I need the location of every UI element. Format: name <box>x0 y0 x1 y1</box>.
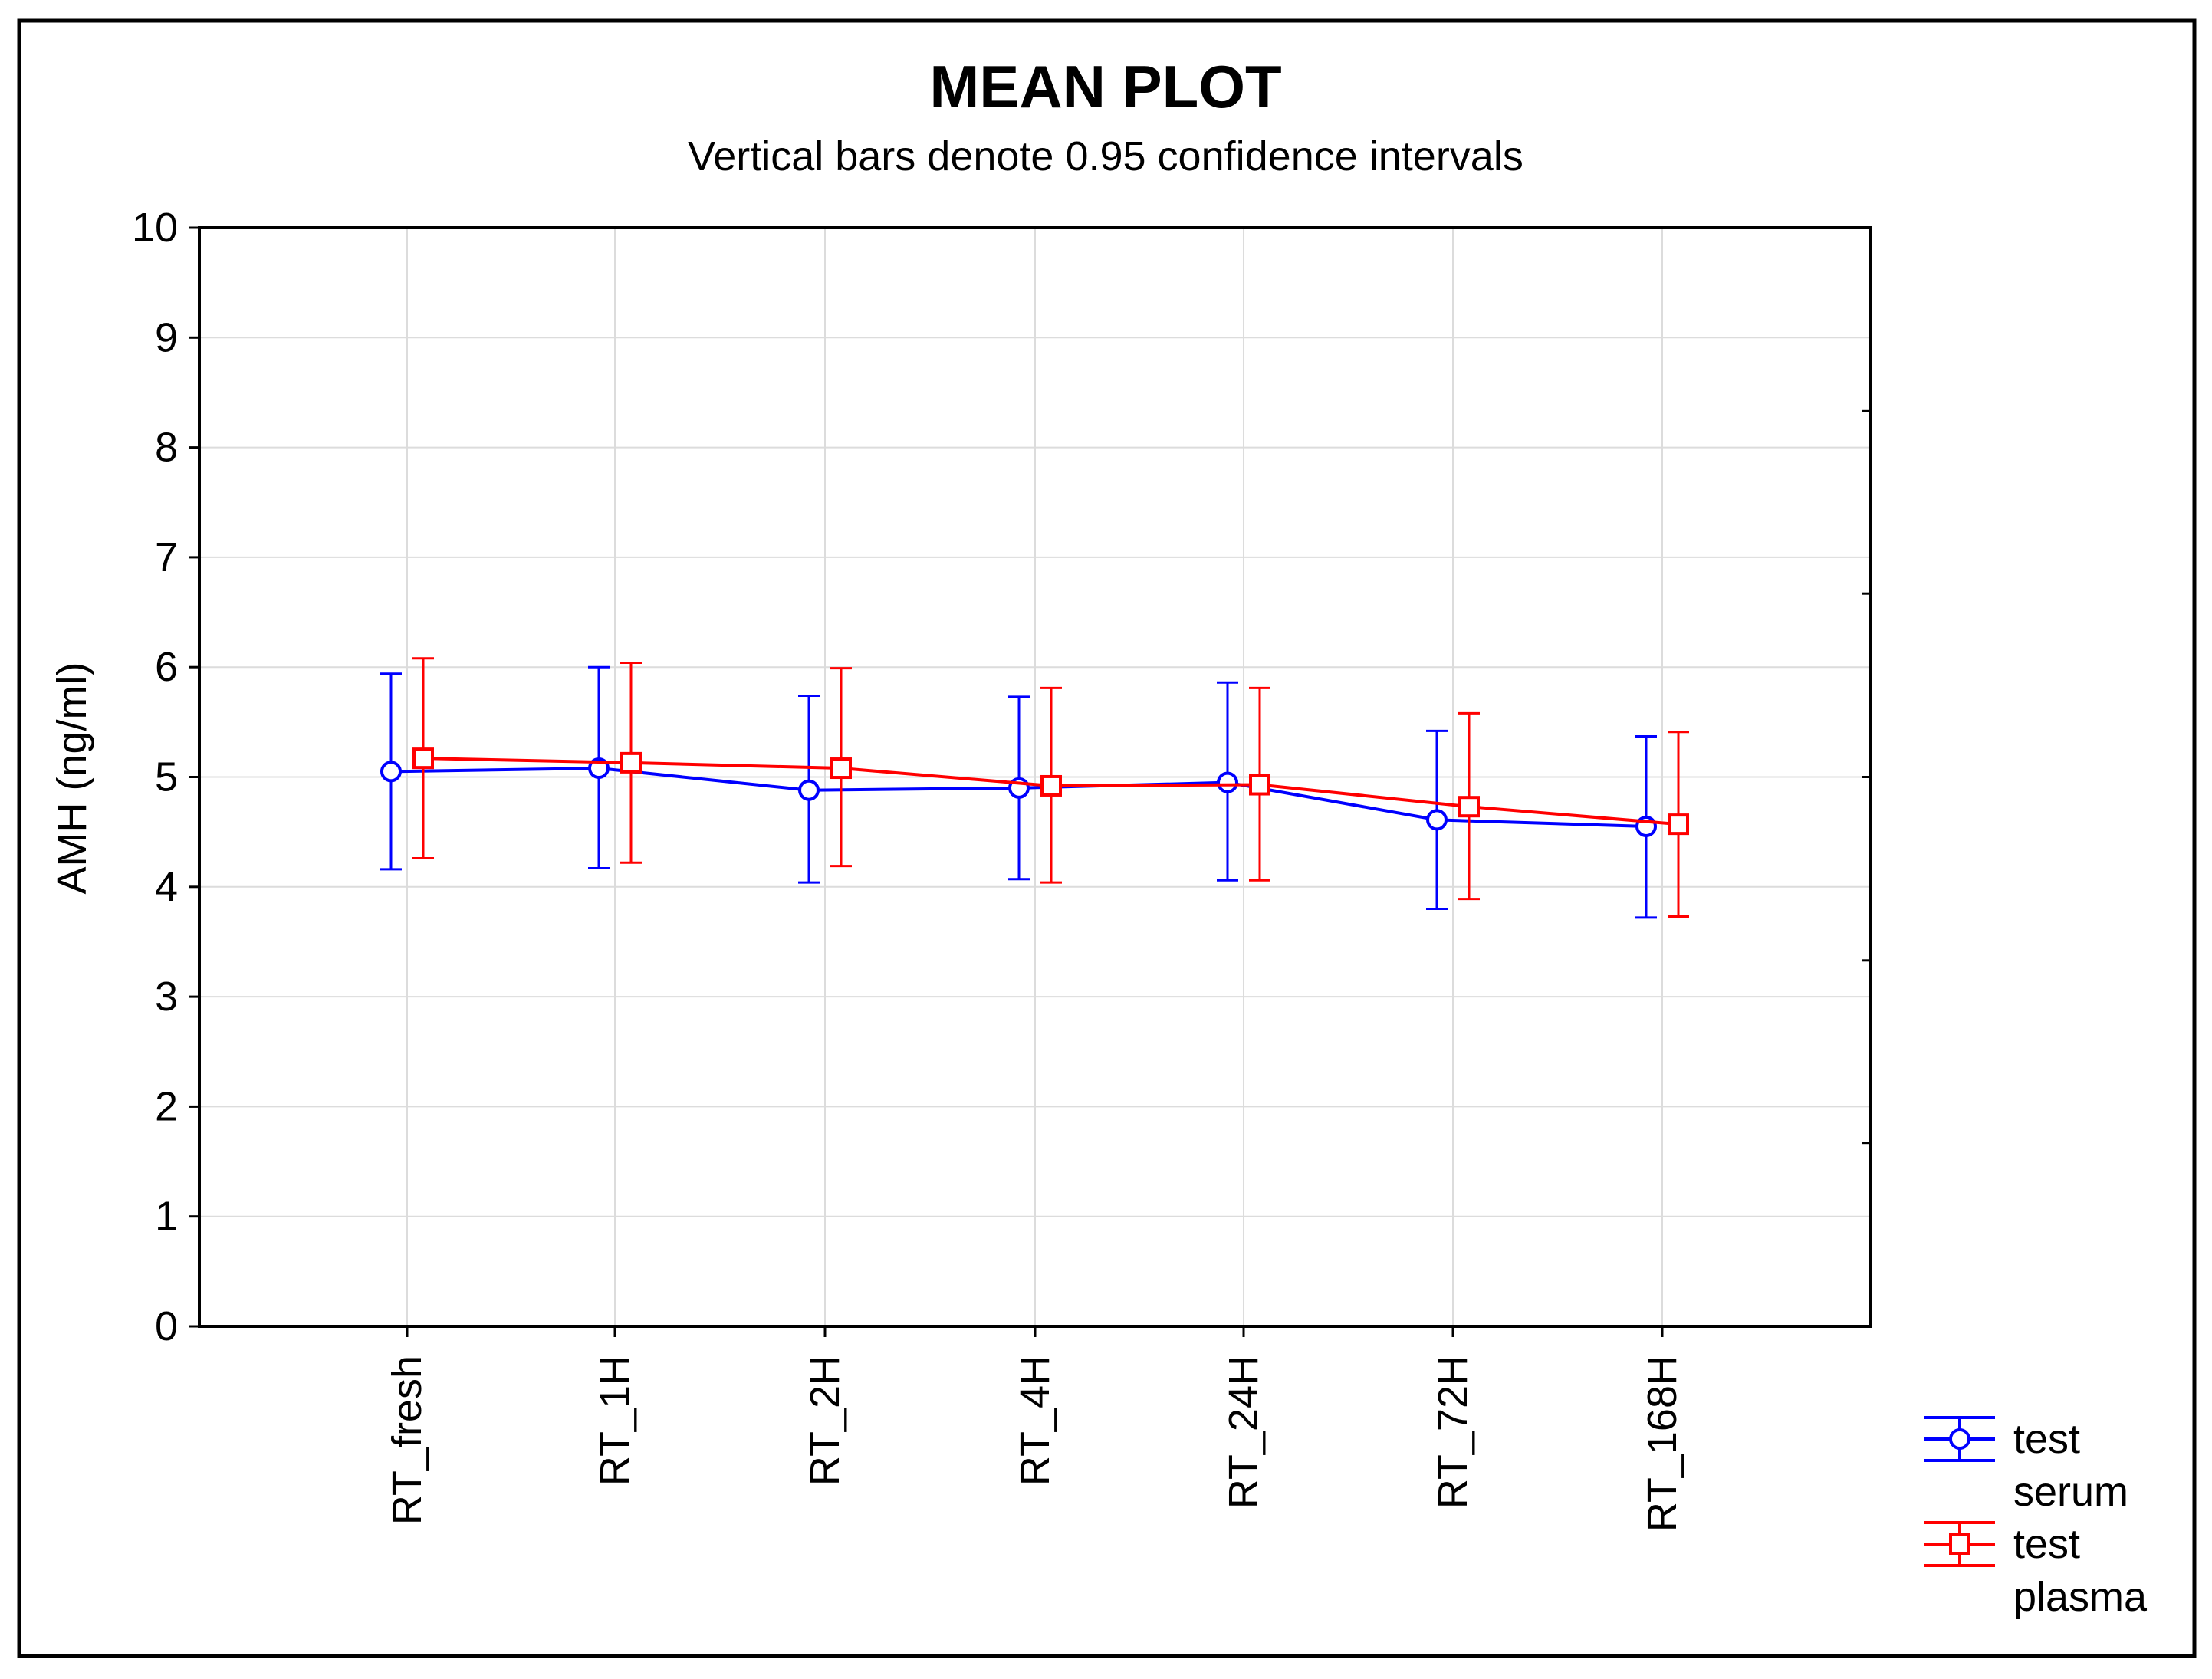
data-point-circle <box>1217 771 1238 794</box>
y-tick-label: 7 <box>155 534 178 580</box>
data-point-square <box>412 748 434 770</box>
data-point-square <box>1668 813 1689 836</box>
outer-frame <box>17 18 2197 1658</box>
x-tick-label: RT_4H <box>1012 1355 1058 1486</box>
data-point-circle <box>380 761 402 783</box>
y-tick-labels: 0 1 2 3 4 5 6 7 8 9 10 <box>132 205 178 1349</box>
y-tick-label: 4 <box>155 864 178 910</box>
series-test-plasma <box>412 657 1689 918</box>
data-point-circle <box>798 779 820 801</box>
legend-entry-serum: test serum <box>1924 1416 2128 1515</box>
legend-entry-plasma: test plasma <box>1924 1521 2148 1620</box>
legend: test serum test plasma <box>1924 1416 2148 1620</box>
y-tick-label: 0 <box>155 1303 178 1349</box>
data-point-square <box>620 751 642 774</box>
y-tick-label: 8 <box>155 425 178 471</box>
legend-serum-marker-icon <box>1949 1428 1970 1450</box>
data-point-square <box>830 757 852 780</box>
legend-plasma-label-line2: plasma <box>2013 1574 2148 1620</box>
data-series <box>380 657 1689 919</box>
legend-serum-label-line2: serum <box>2013 1469 2128 1515</box>
chart-title: MEAN PLOT <box>929 53 1281 120</box>
data-point-square <box>1249 774 1270 796</box>
series-test-serum <box>380 665 1657 919</box>
x-tick-label: RT_2H <box>802 1355 848 1486</box>
x-tick-label: RT_168H <box>1639 1355 1685 1532</box>
data-point-square <box>1040 774 1062 797</box>
y-tick-label: 5 <box>155 754 178 800</box>
y-tick-label: 2 <box>155 1083 178 1129</box>
chart-subtitle: Vertical bars denote 0.95 confidence int… <box>688 133 1523 179</box>
legend-serum-label-line1: test <box>2013 1416 2080 1462</box>
y-tick-label: 1 <box>155 1194 178 1240</box>
x-tick-labels: RT_fresh RT_1H RT_2H RT_4H RT_24H RT_72H RT_16… <box>384 1355 1685 1532</box>
data-point-square <box>1458 796 1480 818</box>
legend-plasma-marker-icon <box>1949 1533 1970 1555</box>
y-tick-label: 3 <box>155 974 178 1020</box>
axes <box>189 226 1872 1337</box>
y-tick-label: 6 <box>155 644 178 690</box>
x-tick-label: RT_fresh <box>384 1355 430 1525</box>
x-tick-label: RT_1H <box>592 1355 638 1486</box>
y-axis-label: AMH (ng/ml) <box>49 662 95 894</box>
x-tick-label: RT_24H <box>1221 1355 1267 1509</box>
data-point-circle <box>1426 809 1448 831</box>
y-tick-label: 10 <box>132 205 178 251</box>
plot-frame <box>198 226 1872 1328</box>
y-tick-label: 9 <box>155 314 178 360</box>
legend-plasma-label-line1: test <box>2013 1521 2080 1567</box>
x-tick-label: RT_72H <box>1430 1355 1476 1509</box>
grid-lines <box>199 228 1871 1326</box>
